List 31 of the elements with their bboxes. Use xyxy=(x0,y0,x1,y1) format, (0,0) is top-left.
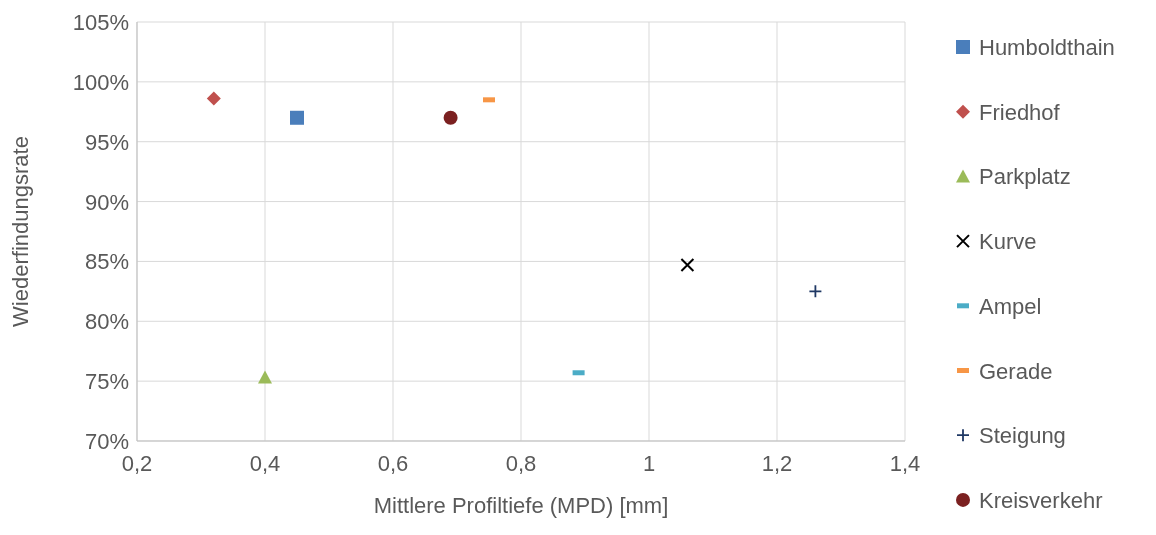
point xyxy=(680,258,695,273)
y-tick-label: 70% xyxy=(84,429,129,454)
x-tick-label: 0,4 xyxy=(249,451,281,476)
legend-label: Kreisverkehr xyxy=(979,487,1103,513)
y-tick-label: 90% xyxy=(84,189,129,215)
point xyxy=(290,110,304,125)
legend-label: Steigung xyxy=(979,423,1066,449)
y-tick-label: 105% xyxy=(72,10,129,35)
legend-label: Friedhof xyxy=(979,99,1061,125)
x-tick-label: 1,2 xyxy=(761,451,793,476)
x-axis-title: Mittlere Profiltiefe (MPD) [mm] xyxy=(373,493,669,518)
y-tick-label: 85% xyxy=(84,249,129,275)
x-tick-label: 0,2 xyxy=(121,451,153,476)
x-tick-label: 1 xyxy=(642,451,656,476)
y-tick-label: 100% xyxy=(72,69,129,95)
legend-label: Parkplatz xyxy=(979,164,1071,190)
x-tick-label: 0,8 xyxy=(505,451,537,476)
x-tick-label: 1,4 xyxy=(889,451,921,476)
y-tick-label: 95% xyxy=(84,129,129,155)
point xyxy=(206,91,221,106)
y-axis-title: Wiederfindungsrate xyxy=(8,136,33,327)
point xyxy=(258,370,272,384)
point xyxy=(443,110,458,125)
legend-label: Gerade xyxy=(979,358,1053,384)
y-tick-label: 75% xyxy=(84,369,129,395)
legend-label: Kurve xyxy=(979,229,1037,255)
legend-label: Humboldthain xyxy=(979,35,1115,60)
x-tick-label: 0,6 xyxy=(377,451,409,476)
point xyxy=(808,284,823,299)
legend-label: Ampel xyxy=(979,293,1042,319)
y-tick-label: 80% xyxy=(84,309,129,335)
